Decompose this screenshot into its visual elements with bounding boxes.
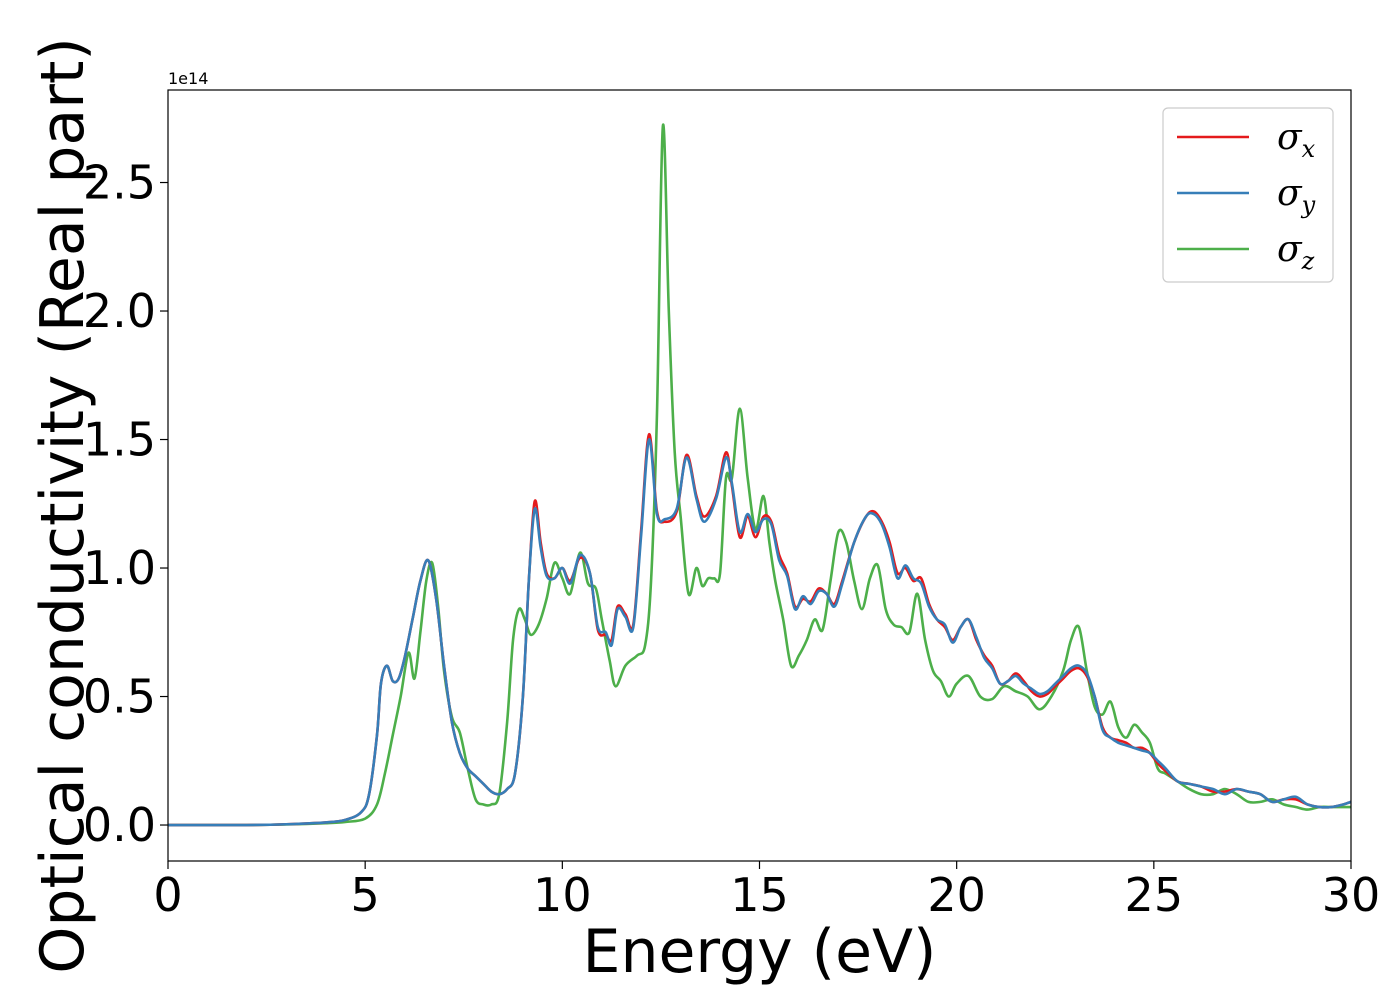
legend-label-z: σz — [1277, 229, 1315, 275]
y-offset-label: 1e14 — [168, 69, 208, 88]
y-axis-title: Optical conductivity (Real part) — [28, 37, 98, 974]
legend-label-x: σx — [1277, 117, 1316, 163]
y-tick-label: 1.5 — [83, 413, 156, 467]
x-tick-label: 10 — [533, 868, 592, 922]
legend-label-y: σy — [1277, 173, 1316, 219]
x-tick-label: 25 — [1125, 868, 1184, 922]
x-tick-label: 0 — [153, 868, 182, 922]
y-tick-label: 2.5 — [83, 156, 156, 210]
series-line-z — [168, 123, 1351, 827]
x-axis-title: Energy (eV) — [583, 917, 937, 987]
y-tick-label: 1.0 — [83, 541, 156, 595]
series-layer — [168, 123, 1351, 827]
y-tick-label: 2.0 — [83, 284, 156, 338]
series-line-y — [168, 438, 1351, 827]
y-tick-label: 0.5 — [83, 670, 156, 724]
x-tick-label: 30 — [1322, 868, 1381, 922]
y-tick-label: 0.0 — [83, 798, 156, 852]
x-axis: 0 5 10 15 20 25 30 — [153, 861, 1380, 922]
x-tick-label: 15 — [730, 868, 789, 922]
y-axis: 0.0 0.5 1.0 1.5 2.0 2.5 — [83, 156, 168, 852]
legend: σx σy σz — [1162, 107, 1334, 283]
x-tick-label: 20 — [927, 868, 986, 922]
x-tick-label: 5 — [351, 868, 380, 922]
legend-box — [1162, 107, 1334, 283]
